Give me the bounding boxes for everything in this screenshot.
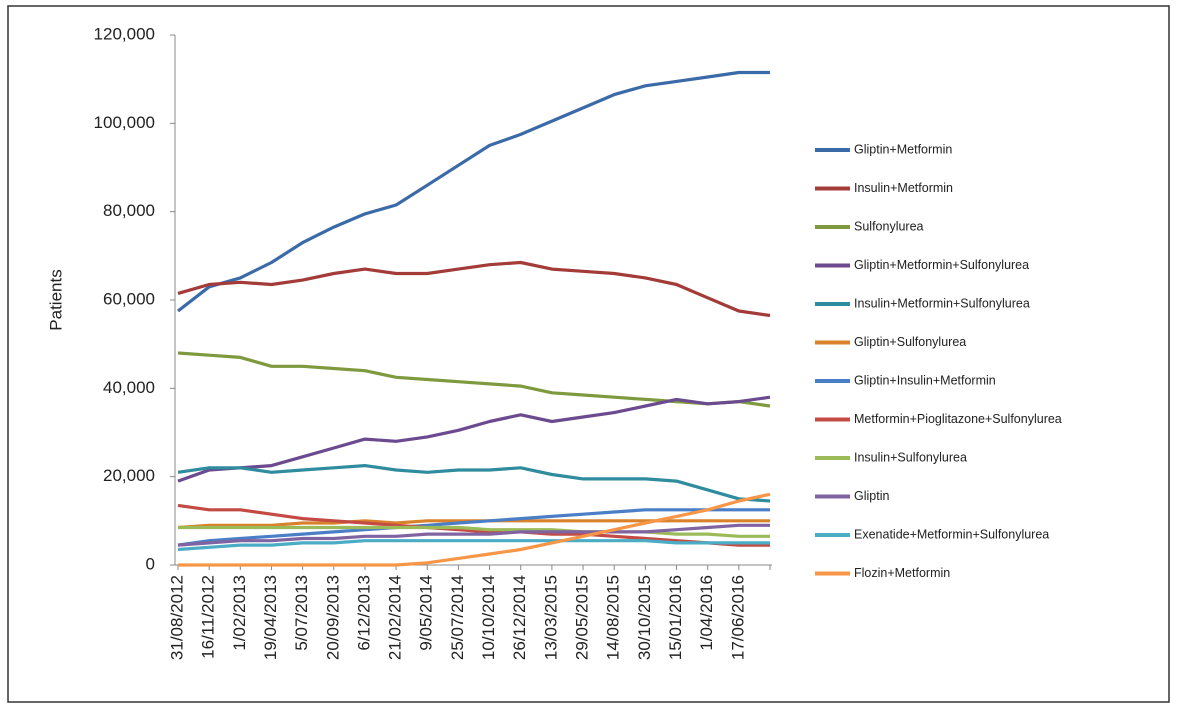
legend-label: Insulin+Sulfonylurea (854, 450, 967, 464)
x-tick-label: 15/01/2016 (666, 575, 685, 660)
series-line (177, 464, 771, 503)
x-tick-label: 19/04/2013 (261, 575, 280, 660)
legend-label: Insulin+Metformin+Sulfonylurea (854, 296, 1030, 310)
series-line (177, 395, 771, 483)
x-tick-label: 14/08/2015 (604, 575, 623, 660)
x-tick-label: 26/12/2014 (510, 575, 529, 660)
legend-label: Flozin+Metformin (854, 566, 950, 580)
x-tick-label: 21/02/2014 (386, 575, 405, 660)
x-tick-label: 25/07/2014 (448, 575, 467, 660)
x-tick-label: 1/04/2016 (697, 575, 716, 651)
x-tick-label: 29/05/2015 (573, 575, 592, 660)
series-line (177, 70, 770, 313)
x-tick-label: 10/10/2014 (479, 575, 498, 660)
x-tick-label: 1/02/2013 (230, 575, 249, 651)
legend-label: Exenatide+Metformin+Sulfonylurea (854, 527, 1049, 541)
series-line (177, 508, 770, 547)
legend-label: Gliptin (854, 489, 889, 503)
x-tick-label: 20/09/2013 (323, 575, 342, 660)
series-line (177, 523, 770, 547)
legend-label: Gliptin+Insulin+Metformin (854, 373, 996, 387)
series-line (177, 503, 770, 547)
series-line (177, 539, 770, 552)
legend-label: Sulfonylurea (854, 219, 924, 233)
x-tick-label: 5/07/2013 (292, 575, 311, 651)
x-tick-label: 30/10/2015 (635, 575, 654, 660)
y-tick-label: 40,000 (103, 378, 155, 397)
legend-label: Gliptin+Metformin+Sulfonylurea (854, 258, 1029, 272)
y-tick-label: 120,000 (94, 24, 155, 43)
x-tick-label: 13/03/2015 (541, 575, 560, 660)
x-tick-label: 31/08/2012 (167, 575, 186, 660)
x-tick-label: 6/12/2013 (354, 575, 373, 651)
x-tick-label: 17/06/2016 (728, 575, 747, 660)
y-tick-label: 60,000 (103, 289, 155, 308)
y-tick-label: 80,000 (103, 201, 155, 220)
x-tick-label: 9/05/2014 (417, 575, 436, 651)
legend-label: Gliptin+Metformin (854, 142, 952, 156)
legend-label: Metformin+Pioglitazone+Sulfonylurea (854, 412, 1062, 426)
y-axis-label: Patients (46, 269, 65, 330)
y-tick-label: 20,000 (103, 466, 155, 485)
legend-label: Gliptin+Sulfonylurea (854, 335, 966, 349)
x-tick-label: 16/11/2012 (199, 575, 218, 659)
y-tick-label: 0 (146, 554, 155, 573)
legend-label: Insulin+Metformin (854, 181, 953, 195)
series-line (178, 525, 770, 538)
y-tick-label: 100,000 (94, 113, 155, 132)
series-line (177, 260, 771, 318)
series-line (178, 492, 771, 567)
